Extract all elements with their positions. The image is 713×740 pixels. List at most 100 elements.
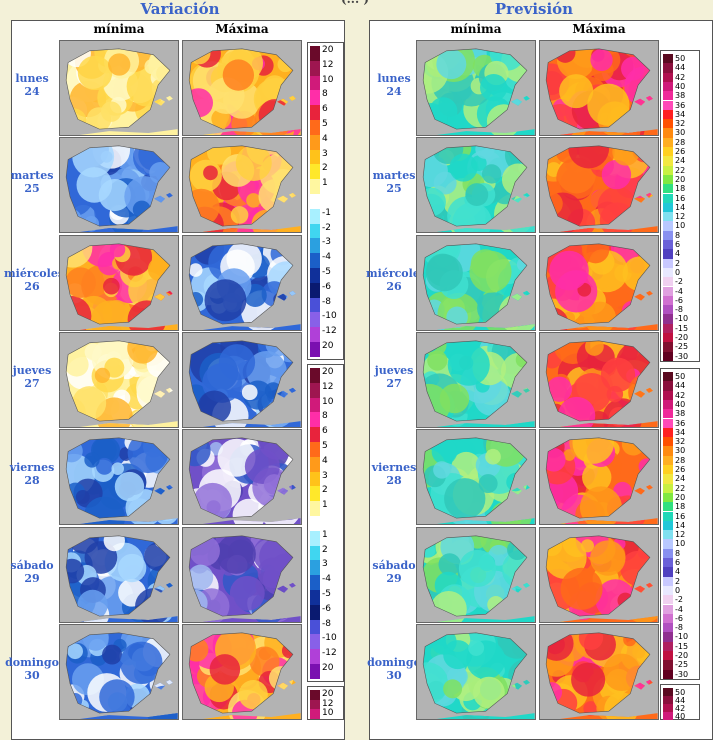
legend-swatch <box>310 253 320 268</box>
legend-label: -2 <box>675 277 683 287</box>
legend-label: 2 <box>322 163 328 174</box>
day-number: 24 <box>24 85 40 98</box>
legend-swatch <box>663 156 673 166</box>
variation-min-map <box>59 623 179 720</box>
forecast-min-map <box>416 40 536 136</box>
legend-swatch <box>310 545 320 561</box>
legend-swatch <box>663 390 673 400</box>
legend-swatch <box>663 277 673 287</box>
forecast-min-map <box>416 526 536 623</box>
legend-label: -12 <box>322 648 337 659</box>
variation-col-min-header: mínima <box>93 22 145 36</box>
legend-swatch <box>310 238 320 254</box>
day-name: viernes <box>371 461 417 475</box>
legend-swatch <box>310 649 320 664</box>
variation-min-map <box>59 526 179 623</box>
forecast-day-label: sábado 29 <box>366 559 422 585</box>
variation-col-max-header: Máxima <box>215 22 269 36</box>
legend-label: 10 <box>322 708 334 718</box>
legend-label: 20 <box>675 492 686 502</box>
variation-max-map <box>182 623 302 720</box>
legend-swatch <box>310 105 320 120</box>
legend-label: 20 <box>322 689 334 699</box>
legend-swatch <box>663 623 673 633</box>
legend-label: 4 <box>675 249 681 259</box>
day-number: 29 <box>386 571 402 585</box>
legend-swatch <box>310 530 320 546</box>
legend-swatch <box>663 258 673 268</box>
legend-label: 16 <box>675 511 686 521</box>
legend-label: -4 <box>322 574 331 585</box>
legend-label: 50 <box>675 54 686 63</box>
forecast-legend: 50 44 42 40 38 36 34 32 30 28 26 24 22 20 18 16 14 12 10 8 6… <box>660 50 700 362</box>
legend-swatch <box>663 576 673 586</box>
legend-swatch <box>663 267 673 278</box>
legend-label: 32 <box>675 437 686 447</box>
legend-swatch <box>663 333 673 343</box>
legend-swatch <box>310 327 320 342</box>
day-name: domingo <box>367 655 421 669</box>
legend-swatch <box>663 240 673 250</box>
legend-label: -10 <box>675 314 689 324</box>
legend-swatch <box>310 699 320 709</box>
legend-swatch <box>663 660 673 670</box>
legend-label: 14 <box>675 202 686 212</box>
forecast-legend-2: 50 44 42 40 38 36 34 32 30 28 26 24 22 20 18 16 14 12 10 8 6… <box>660 368 700 680</box>
legend-label: -4 <box>675 604 683 614</box>
legend-swatch <box>310 664 320 679</box>
legend-swatch <box>663 342 673 352</box>
legend-swatch <box>663 669 673 679</box>
legend-swatch <box>310 501 320 516</box>
legend-label: 6 <box>675 240 681 249</box>
legend-label: 20 <box>675 174 686 184</box>
legend-label: 0 <box>675 585 681 595</box>
legend-swatch <box>310 312 320 328</box>
legend-label: -10 <box>322 311 337 322</box>
legend-label: 14 <box>675 520 686 530</box>
legend-label: -25 <box>675 660 689 670</box>
forecast-min-map <box>416 234 536 331</box>
legend-label: 2 <box>675 576 681 586</box>
variacion-title: Variación <box>140 0 220 18</box>
legend-swatch <box>663 91 673 101</box>
legend-swatch <box>310 427 320 442</box>
legend-label: 8 <box>322 89 328 100</box>
legend-label: 1 <box>322 529 328 540</box>
legend-label: -5 <box>322 589 331 599</box>
legend-label: 22 <box>675 483 686 493</box>
legend-label: 26 <box>675 465 686 474</box>
day-number: 28 <box>24 474 40 488</box>
legend-label: 50 <box>675 372 686 381</box>
legend-swatch <box>310 90 320 106</box>
variation-max-map <box>182 40 302 136</box>
legend-swatch <box>663 72 673 82</box>
day-number: 27 <box>24 376 40 390</box>
legend-swatch <box>663 651 673 661</box>
legend-label: -20 <box>675 333 689 342</box>
legend-label: 42 <box>675 390 686 400</box>
legend-label: 44 <box>675 63 686 73</box>
legend-label: -15 <box>675 641 689 651</box>
legend-label: 10 <box>675 221 686 231</box>
day-name: domingo <box>5 655 59 669</box>
legend-label: 5 <box>322 441 328 451</box>
legend-swatch <box>663 632 673 642</box>
legend-label: -8 <box>322 296 331 307</box>
legend-label: 1 <box>322 178 328 189</box>
variation-legend: 20 12 10 8 6 5 4 3 2 1 -1 -2 -3 -4 -5 -6 -8 -10 -12 20 <box>307 42 344 360</box>
legend-swatch <box>663 249 673 259</box>
legend-swatch <box>310 412 320 428</box>
legend-swatch <box>663 696 673 704</box>
legend-label: 12 <box>322 59 334 70</box>
forecast-min-map <box>416 623 536 720</box>
legend-swatch <box>663 100 673 110</box>
legend-label: -30 <box>675 351 689 361</box>
legend-label: 6 <box>322 426 328 437</box>
legend-label: 50 <box>675 688 686 697</box>
legend-label: 10 <box>675 539 686 549</box>
day-number: 28 <box>386 474 402 488</box>
variation-day-label: domingo 30 <box>4 656 60 682</box>
variation-min-map <box>59 429 179 526</box>
legend-swatch <box>310 134 320 150</box>
legend-swatch <box>663 305 673 315</box>
